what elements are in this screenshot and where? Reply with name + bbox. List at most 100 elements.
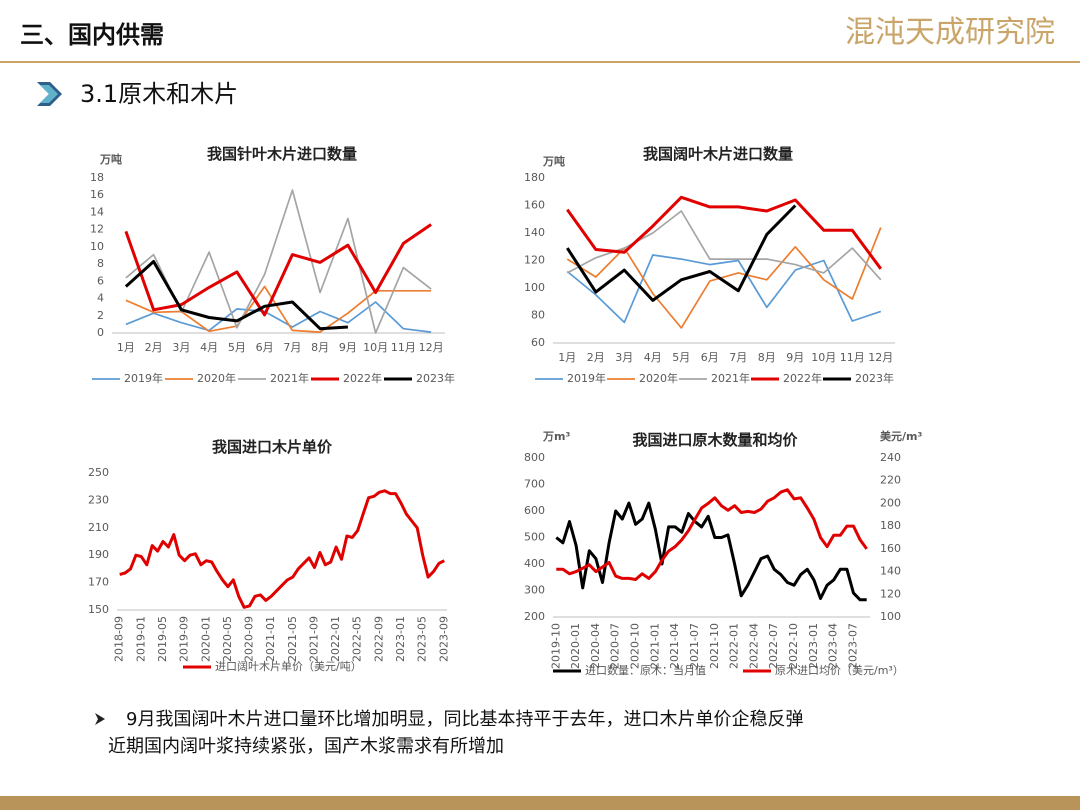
- x-tick-label: 2021-01: [648, 623, 661, 669]
- bullet-text: 近期国内阔叶浆持续紧张，国产木浆需求有所增加: [108, 736, 504, 757]
- x-tick-label: 2019-05: [156, 616, 169, 662]
- y2-tick-label: 200: [880, 496, 901, 509]
- series-line: [566, 210, 882, 281]
- x-tick-label: 2021-01: [264, 616, 277, 662]
- y-tick-label: 8: [97, 257, 104, 270]
- legend-label: 2023年: [416, 371, 455, 385]
- x-tick-label: 9月: [339, 341, 357, 354]
- x-tick-label: 1月: [558, 351, 576, 364]
- legend-label: 进口数量：原木：当月值: [585, 663, 706, 677]
- y2-tick-label: 140: [880, 565, 901, 578]
- y-tick-label: 200: [524, 610, 545, 623]
- y-tick-label: 2: [97, 309, 104, 322]
- x-tick-label: 2023-09: [437, 616, 450, 662]
- section-chevron-inner: [40, 85, 58, 103]
- y-tick-label: 12: [90, 223, 104, 236]
- series-line: [125, 285, 432, 333]
- y-tick-label: 150: [88, 603, 109, 616]
- chart-title: 我国阔叶木片进口数量: [643, 145, 793, 163]
- y-tick-label: 100: [524, 281, 545, 294]
- x-tick-label: 2022-04: [747, 623, 760, 669]
- x-tick-label: 3月: [172, 341, 190, 354]
- y-tick-label: 160: [524, 199, 545, 212]
- x-tick-label: 11月: [391, 341, 416, 354]
- x-tick-label: 4月: [200, 341, 218, 354]
- x-tick-label: 2020-09: [243, 616, 256, 662]
- x-tick-label: 6月: [256, 341, 274, 354]
- y-tick-label: 300: [524, 584, 545, 597]
- y-tick-label: 4: [97, 292, 104, 305]
- y-axis-unit: 万吨: [542, 154, 565, 168]
- x-tick-label: 12月: [868, 351, 893, 364]
- x-tick-label: 10月: [363, 341, 388, 354]
- x-tick-label: 2019-01: [134, 616, 147, 662]
- x-tick-label: 2022-07: [767, 623, 780, 669]
- section-title: 3.1原木和木片: [80, 80, 238, 108]
- legend-label: 2020年: [639, 371, 678, 385]
- y-tick-label: 210: [88, 521, 109, 534]
- x-tick-label: 2020-10: [629, 623, 642, 669]
- slide-title: 三、国内供需: [20, 21, 164, 49]
- series-line: [124, 260, 348, 331]
- x-tick-label: 10月: [811, 351, 836, 364]
- bullet-text: 9月我国阔叶木片进口量环比增加明显，同比基本持平于去年，进口木片单价企稳反弹: [126, 709, 803, 730]
- y2-tick-label: 180: [880, 519, 901, 532]
- chart-title: 我国针叶木片进口数量: [207, 145, 357, 163]
- x-tick-label: 2019-09: [178, 616, 191, 662]
- legend-label: 2022年: [783, 371, 822, 385]
- legend-label: 2021年: [711, 371, 750, 385]
- x-tick-label: 2020-01: [199, 616, 212, 662]
- x-tick-label: 2021-07: [688, 623, 701, 669]
- legend-label: 2022年: [343, 371, 382, 385]
- x-tick-label: 5月: [228, 341, 246, 354]
- x-tick-label: 2018-09: [113, 616, 126, 662]
- series-line: [125, 301, 432, 333]
- y2-tick-label: 120: [880, 587, 901, 600]
- y-tick-label: 0: [97, 326, 104, 339]
- x-tick-label: 2022-01: [728, 623, 741, 669]
- y-tick-label: 60: [531, 336, 545, 349]
- x-tick-label: 2020-01: [569, 623, 582, 669]
- y-tick-label: 250: [88, 466, 109, 479]
- logo: 混沌天成研究院: [845, 15, 1055, 50]
- x-tick-label: 6月: [701, 351, 719, 364]
- x-tick-label: 3月: [615, 351, 633, 364]
- series-line: [119, 489, 445, 609]
- series-line: [566, 254, 882, 324]
- y2-axis-unit: 美元/m³: [880, 429, 922, 443]
- y-axis-unit: 万m³: [542, 430, 570, 443]
- x-tick-label: 2021-10: [708, 623, 721, 669]
- y-tick-label: 700: [524, 478, 545, 491]
- x-tick-label: 2023-07: [846, 623, 859, 669]
- y-tick-label: 230: [88, 493, 109, 506]
- y2-tick-label: 220: [880, 474, 901, 487]
- legend-label: 2021年: [270, 371, 309, 385]
- x-tick-label: 2023-04: [827, 623, 840, 669]
- chart-title: 我国进口原木数量和均价: [632, 431, 798, 449]
- chart-title: 我国进口木片单价: [212, 438, 333, 456]
- y-tick-label: 500: [524, 531, 545, 544]
- x-tick-label: 2021-04: [668, 623, 681, 669]
- y2-tick-label: 100: [880, 610, 901, 623]
- y-tick-label: 16: [90, 188, 104, 201]
- legend-label: 2019年: [124, 371, 163, 385]
- legend-label: 2019年: [567, 371, 606, 385]
- series-line: [566, 204, 797, 302]
- x-tick-label: 2020-05: [221, 616, 234, 662]
- x-tick-label: 2月: [587, 351, 605, 364]
- x-tick-label: 5月: [672, 351, 690, 364]
- x-tick-label: 2023-01: [807, 623, 820, 669]
- x-tick-label: 2021-05: [286, 616, 299, 662]
- series-line: [124, 223, 432, 317]
- x-tick-label: 2023-01: [394, 616, 407, 662]
- footer-band: [0, 796, 1080, 810]
- x-tick-label: 7月: [729, 351, 747, 364]
- x-tick-label: 2020-04: [589, 623, 602, 669]
- bullet-marker: [95, 713, 105, 725]
- y-tick-label: 14: [90, 205, 104, 218]
- x-tick-label: 9月: [786, 351, 804, 364]
- y-tick-label: 190: [88, 548, 109, 561]
- y-tick-label: 800: [524, 451, 545, 464]
